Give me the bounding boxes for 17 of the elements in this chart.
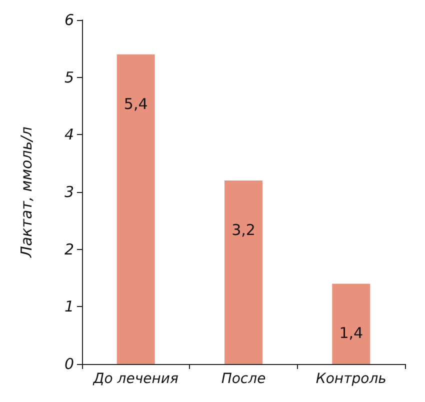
y-tick-label: 4 xyxy=(64,126,74,144)
y-axis-title: Лактат, ммоль/л xyxy=(18,126,36,258)
y-tick-label: 0 xyxy=(64,355,74,373)
bar xyxy=(224,180,262,364)
data-label: 5,4 xyxy=(124,94,148,113)
y-tick-label: 1 xyxy=(64,298,74,316)
x-tick-label: Контроль xyxy=(316,371,386,387)
y-tick-label: 3 xyxy=(64,183,74,201)
data-label: 1,4 xyxy=(339,324,364,342)
x-tick-label: До лечения xyxy=(92,371,178,387)
bar xyxy=(332,284,370,364)
y-tick-label: 6 xyxy=(64,11,74,29)
x-tick-label: После xyxy=(221,371,266,387)
y-tick-label: 2 xyxy=(64,240,74,258)
data-label: 3,2 xyxy=(232,221,256,240)
y-tick-label: 5 xyxy=(64,68,74,86)
bar xyxy=(116,54,155,364)
